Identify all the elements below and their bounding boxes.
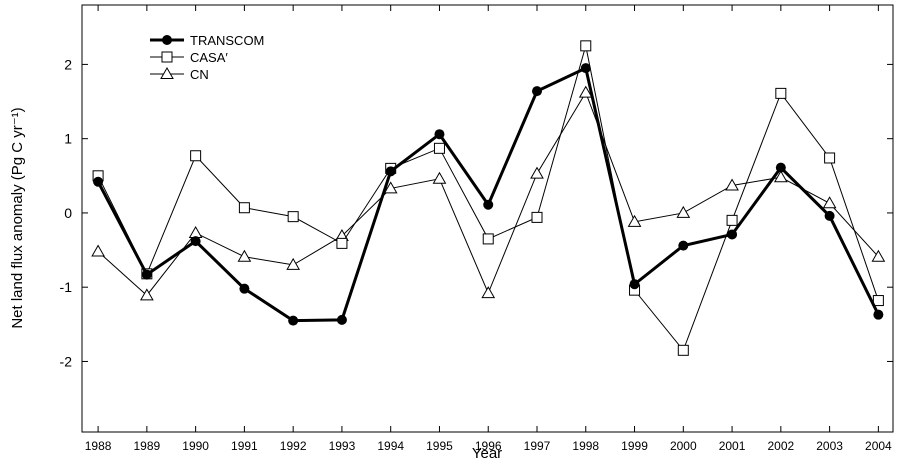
marker: [775, 162, 786, 173]
series-line: [97, 45, 879, 352]
x-tick-label: 2002: [767, 439, 794, 453]
marker: [188, 225, 203, 238]
x-tick-label: 2000: [670, 439, 697, 453]
marker: [678, 240, 689, 251]
series-line: [96, 65, 880, 323]
x-axis-label: Year: [472, 445, 502, 462]
marker: [775, 87, 787, 99]
marker: [872, 295, 884, 307]
legend-label: TRANSCOM: [190, 33, 264, 48]
x-tick-label: 1988: [85, 439, 112, 453]
y-tick-label: 2: [64, 56, 72, 72]
marker: [190, 236, 201, 247]
y-tick-label: -1: [60, 279, 73, 295]
legend-marker: [160, 66, 174, 79]
marker: [629, 279, 640, 290]
marker: [286, 257, 301, 270]
marker: [822, 196, 837, 209]
marker: [726, 214, 738, 226]
marker: [288, 315, 299, 326]
marker: [141, 269, 152, 280]
marker: [336, 237, 348, 249]
x-tick-label: 2003: [816, 439, 843, 453]
x-tick-label: 1997: [524, 439, 551, 453]
legend-marker: [162, 35, 172, 45]
marker: [824, 152, 836, 164]
x-tick-label: 1989: [134, 439, 161, 453]
plot-frame: [81, 4, 894, 433]
marker: [531, 211, 543, 223]
marker: [627, 214, 642, 227]
legend-label: CASA′: [190, 50, 228, 65]
marker: [482, 233, 494, 245]
y-tick-label: -2: [60, 353, 73, 369]
x-tick-label: 2004: [865, 439, 892, 453]
marker: [238, 202, 250, 214]
marker: [676, 205, 691, 218]
marker: [336, 314, 347, 325]
marker: [727, 229, 738, 240]
x-tick-label: 1998: [572, 439, 599, 453]
marker: [481, 286, 496, 299]
marker: [531, 86, 542, 97]
marker: [824, 210, 835, 221]
x-tick-label: 1999: [621, 439, 648, 453]
marker: [91, 244, 105, 257]
x-tick-label: 1995: [426, 439, 453, 453]
y-tick-label: 1: [64, 131, 72, 147]
x-tick-label: 1991: [231, 439, 258, 453]
marker: [725, 178, 739, 191]
x-tick-label: 2001: [719, 439, 746, 453]
marker: [580, 40, 592, 52]
marker: [432, 171, 447, 184]
x-tick-label: 1996: [475, 439, 502, 453]
marker: [530, 166, 544, 179]
legend-marker: [161, 51, 173, 63]
y-tick-label: 0: [64, 205, 72, 221]
marker: [383, 181, 398, 194]
marker: [190, 150, 202, 162]
marker: [580, 63, 591, 74]
marker: [385, 166, 396, 177]
marker: [871, 249, 886, 262]
marker: [578, 85, 593, 98]
marker: [239, 283, 250, 294]
marker: [237, 249, 252, 262]
y-axis-label: Net land flux anomaly (Pg C yr⁻¹): [9, 107, 26, 328]
x-tick-label: 1993: [329, 439, 356, 453]
marker: [434, 129, 445, 140]
x-tick-label: 1994: [377, 439, 404, 453]
marker: [773, 170, 788, 183]
x-tick-label: 1990: [182, 439, 209, 453]
marker: [677, 344, 689, 356]
marker: [93, 176, 104, 187]
x-tick-label: 1992: [280, 439, 307, 453]
legend-label: CN: [190, 67, 209, 82]
marker: [139, 288, 154, 301]
marker: [483, 199, 494, 210]
marker: [287, 211, 299, 223]
marker: [433, 142, 445, 154]
marker: [873, 309, 884, 320]
